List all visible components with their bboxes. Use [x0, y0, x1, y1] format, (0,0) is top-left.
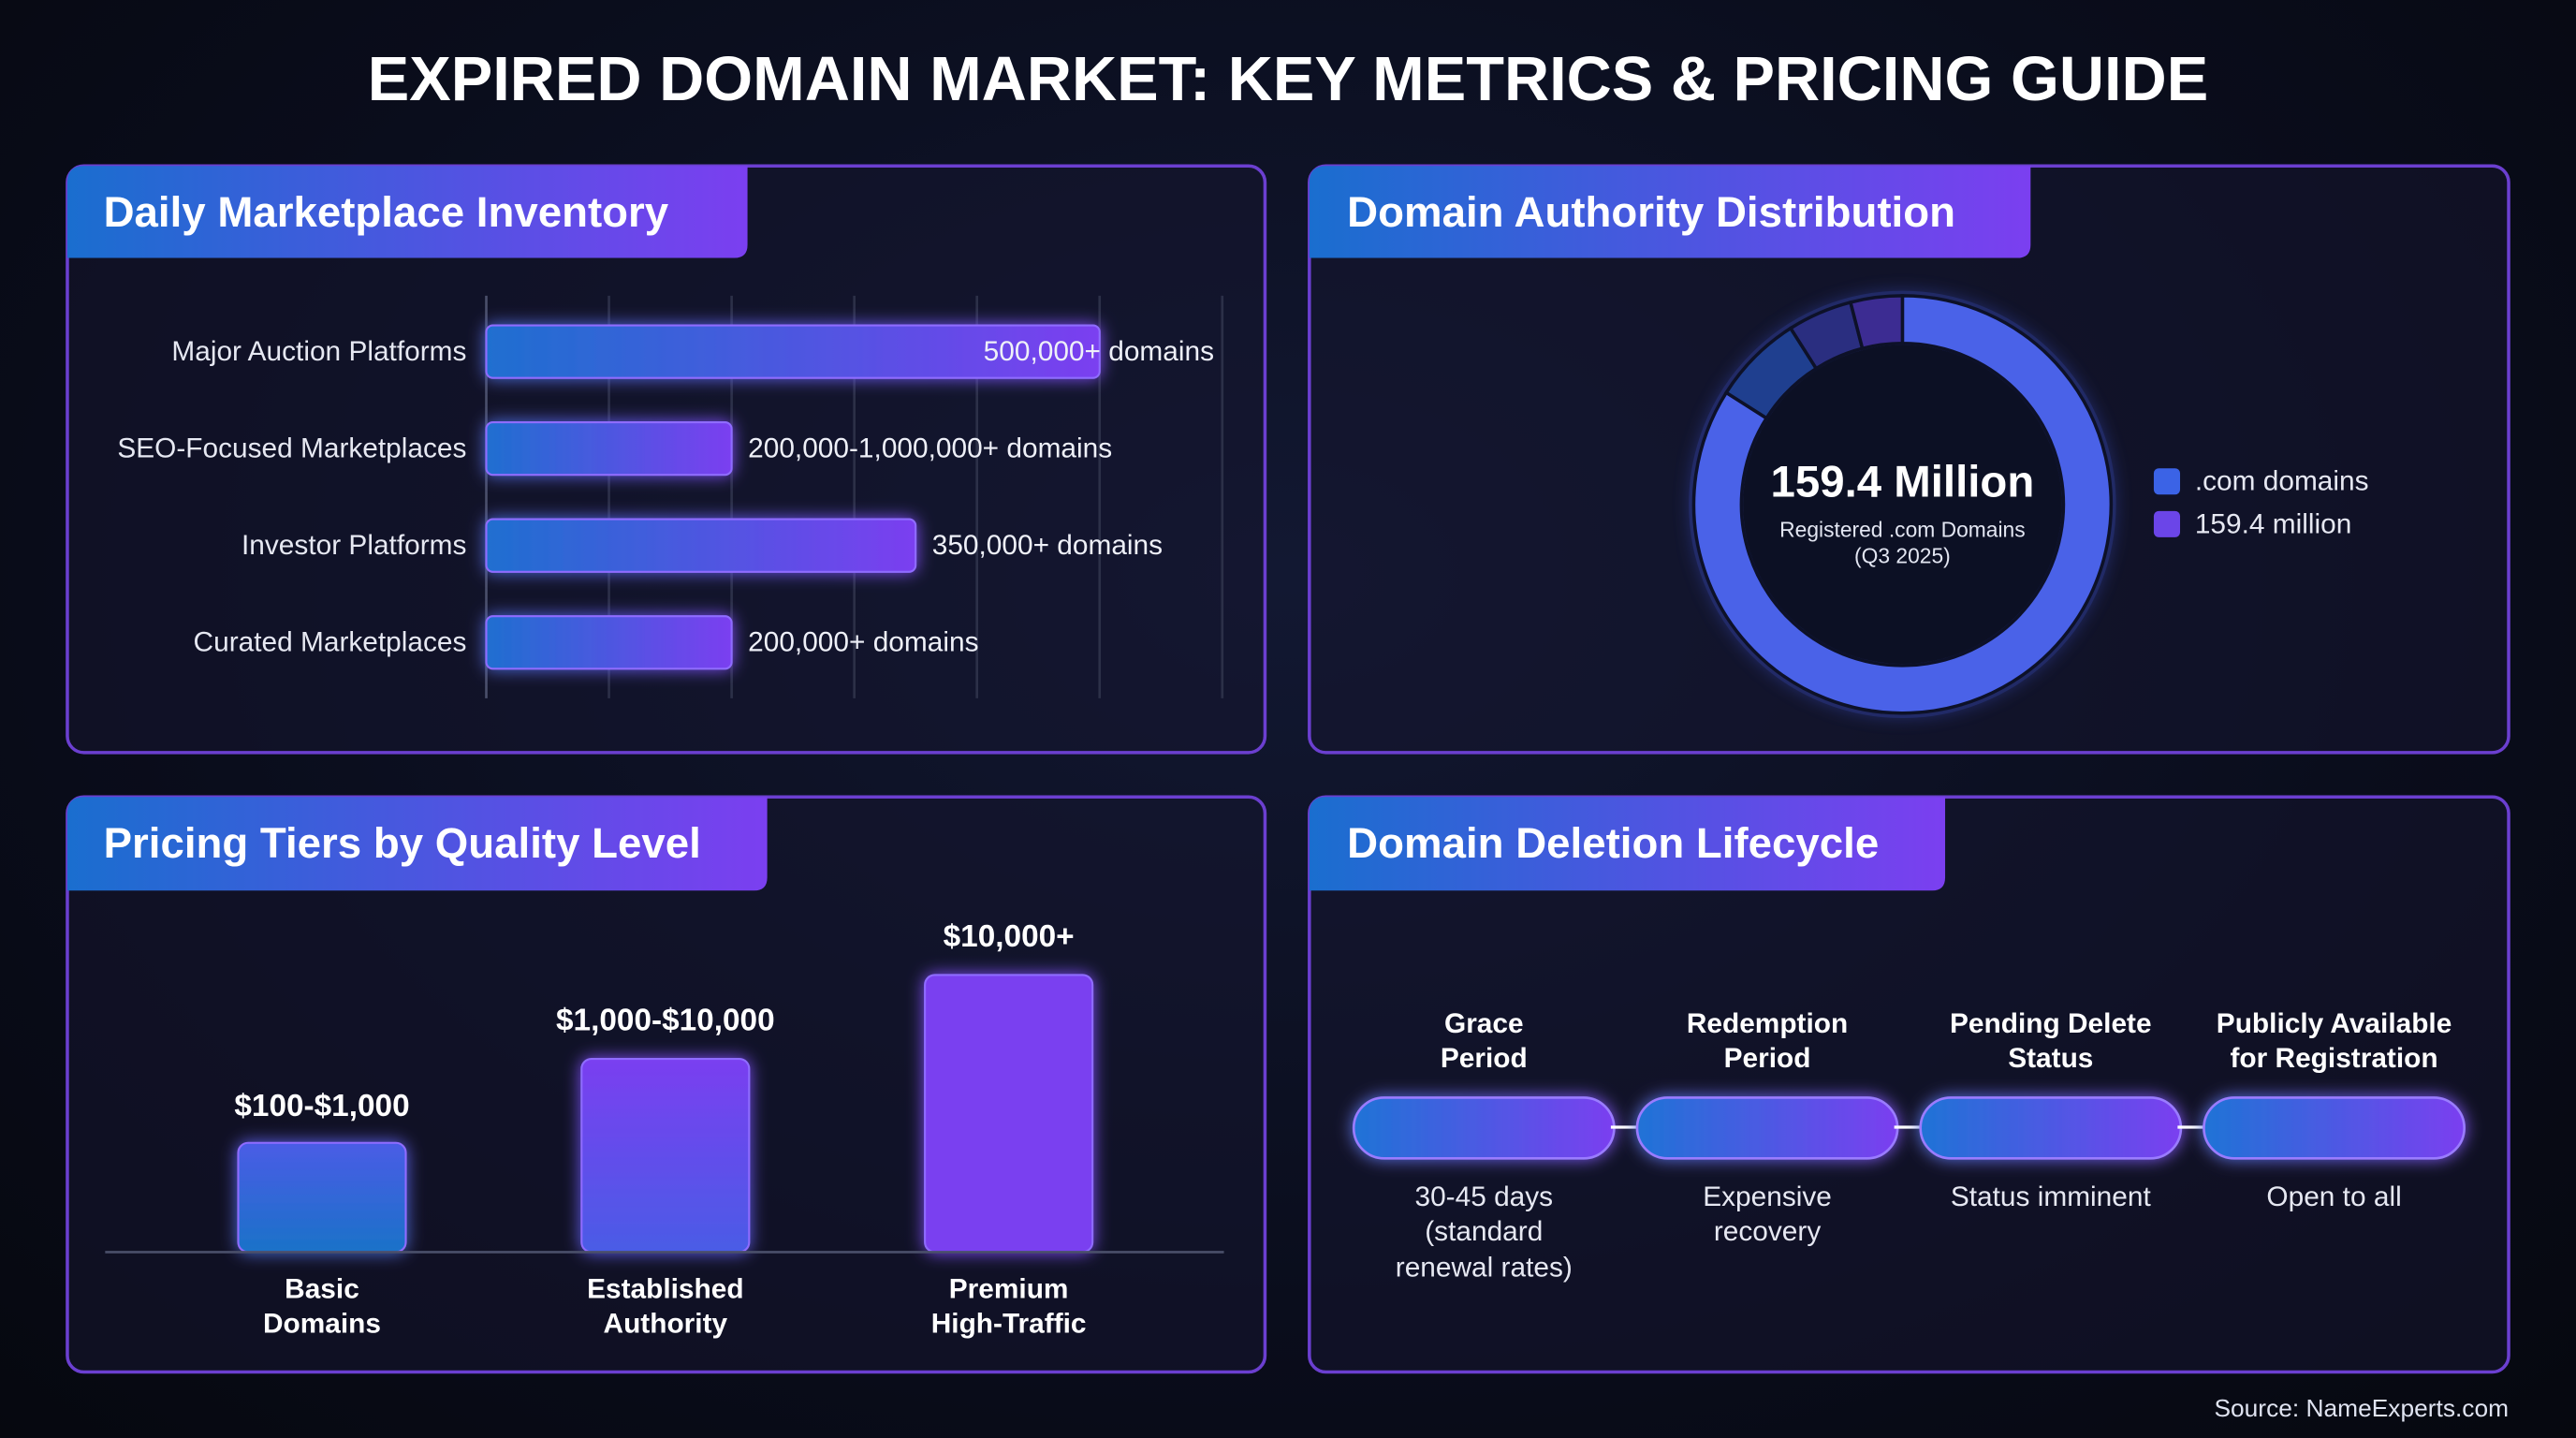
- donut-segment: [1691, 294, 2114, 715]
- step-description: 30-45 days (standard renewal rates): [1395, 1181, 1573, 1283]
- value-label: 200,000+ domains: [748, 626, 979, 658]
- step-description: Open to all: [2266, 1181, 2402, 1213]
- panel-tab: [1309, 797, 1946, 891]
- bar: [485, 324, 1101, 379]
- step-title: Pending Delete Status: [1950, 1007, 2152, 1075]
- value-label: $10,000+: [943, 920, 1075, 956]
- panel-tab: [66, 797, 768, 891]
- legend-label: 159.4 million: [2194, 507, 2352, 540]
- value-label: 350,000+ domains: [931, 529, 1164, 562]
- legend-swatch: [2153, 510, 2181, 537]
- panel-title: Domain Authority Distribution: [1347, 187, 1955, 237]
- panel-tab: [66, 166, 748, 258]
- bar: [924, 974, 1094, 1254]
- lifecycle-step: [1919, 1096, 2183, 1160]
- step-title: Redemption Period: [1686, 1007, 1849, 1075]
- y-tick-label: Investor Platforms: [242, 529, 467, 562]
- panel-title: Domain Deletion Lifecycle: [1347, 818, 1880, 868]
- x-tick-label: Basic Domains: [262, 1273, 382, 1340]
- bar: [485, 615, 733, 670]
- panel-title: Daily Marketplace Inventory: [103, 187, 669, 237]
- center-label: Registered .com Domains (Q3 2025): [1779, 517, 2026, 569]
- step-description: Expensive recovery: [1703, 1181, 1832, 1248]
- lifecycle-step: [1635, 1096, 1899, 1160]
- donut-segment: [1848, 294, 1905, 351]
- step-title: Grace Period: [1440, 1007, 1528, 1075]
- panel: [1308, 795, 2510, 1374]
- value-label: $100-$1,000: [234, 1089, 410, 1123]
- legend-swatch: [2153, 468, 2181, 495]
- x-tick-label: Premium High-Traffic: [930, 1273, 1087, 1340]
- value-label: 200,000-1,000,000+ domains: [748, 433, 1113, 464]
- y-tick-label: Curated Marketplaces: [193, 626, 467, 658]
- y-tick-label: Major Auction Platforms: [171, 335, 467, 368]
- value-label: $1,000-$10,000: [555, 1005, 775, 1040]
- panel-tabs: [66, 166, 2031, 891]
- center-value: 159.4 Million: [1770, 457, 2035, 506]
- panel-title: Pricing Tiers by Quality Level: [103, 818, 701, 868]
- lifecycle-step: [1352, 1096, 1616, 1160]
- step-description: Status imminent: [1950, 1181, 2151, 1213]
- lifecycle-step: [2203, 1096, 2466, 1160]
- step-title: Publicly Available for Registration: [2216, 1007, 2452, 1075]
- bar: [580, 1058, 751, 1254]
- page-title: EXPIRED DOMAIN MARKET: KEY METRICS & PRI…: [367, 46, 2209, 115]
- donut-hole: [1743, 345, 2062, 665]
- bar: [237, 1141, 407, 1254]
- x-tick-label: Established Authority: [587, 1273, 744, 1340]
- legend-label: .com domains: [2194, 465, 2369, 497]
- y-tick-label: SEO-Focused Marketplaces: [117, 433, 467, 464]
- source: Source: NameExperts.com: [2214, 1395, 2510, 1423]
- panel-tab: [1309, 166, 2031, 258]
- bar: [485, 518, 917, 573]
- bar: [485, 421, 733, 477]
- value-label: 500,000+ domains: [983, 335, 1215, 368]
